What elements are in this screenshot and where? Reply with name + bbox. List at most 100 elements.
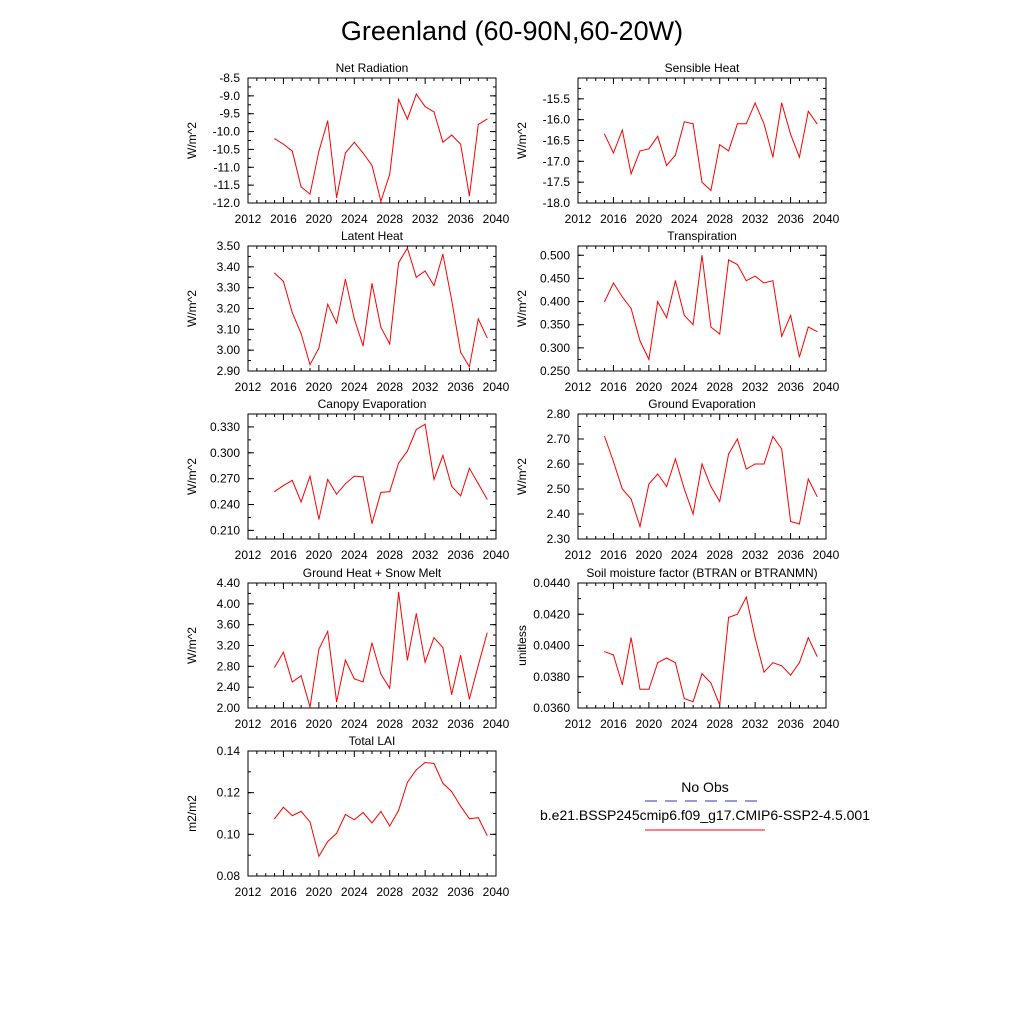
data-point <box>282 280 284 282</box>
x-tick-label: 2040 <box>813 212 840 226</box>
data-point <box>415 276 417 278</box>
data-point <box>745 596 747 598</box>
data-point <box>424 661 426 663</box>
x-tick-label: 2012 <box>565 380 592 394</box>
data-point <box>790 314 792 316</box>
y-axis-label: W/m^2 <box>515 458 529 495</box>
data-point <box>406 118 408 120</box>
data-point <box>604 133 606 135</box>
x-tick-label: 2016 <box>600 548 627 562</box>
data-point <box>781 335 783 337</box>
data-point <box>406 781 408 783</box>
data-point <box>406 247 408 249</box>
y-tick-label: 2.00 <box>217 701 241 715</box>
x-tick-label: 2036 <box>447 885 474 899</box>
data-point <box>674 280 676 282</box>
data-point <box>424 106 426 108</box>
data-point <box>371 283 373 284</box>
panel-0: Net Radiation W/m^2 2012 2016 2020 2024 2028 20… <box>185 61 510 226</box>
series-line <box>274 592 488 708</box>
data-point <box>327 120 329 122</box>
data-point <box>398 591 400 593</box>
x-tick-label: 2020 <box>306 212 333 226</box>
data-point <box>807 326 809 328</box>
series-line <box>274 246 488 369</box>
x-tick-label: 2036 <box>447 548 474 562</box>
panel-6: Ground Heat + Snow Melt W/m^2 2012 2016 2020… <box>185 566 510 731</box>
data-point <box>701 254 703 256</box>
plot-frame <box>577 413 827 540</box>
data-point <box>451 134 453 136</box>
y-tick-label: 0.0380 <box>533 670 570 684</box>
data-point <box>327 303 329 305</box>
plot-frame <box>577 582 827 709</box>
data-point <box>763 671 765 673</box>
y-tick-label: 0.250 <box>540 364 570 378</box>
data-point <box>701 673 703 675</box>
x-tick-label: 2036 <box>777 212 804 226</box>
data-point <box>389 173 391 175</box>
data-point <box>612 282 614 284</box>
data-point <box>630 498 632 500</box>
x-tick-label: 2036 <box>447 717 474 731</box>
x-tick-label: 2028 <box>376 548 403 562</box>
data-point <box>468 467 470 469</box>
data-point <box>318 518 320 520</box>
x-tick-label: 2032 <box>742 212 769 226</box>
x-tick-label: 2016 <box>270 885 297 899</box>
y-tick-label: 0.240 <box>210 498 240 512</box>
data-point <box>282 143 284 145</box>
series-line <box>274 93 488 204</box>
x-tick-label: 2024 <box>671 212 698 226</box>
data-point <box>380 491 382 493</box>
panel-title: Transpiration <box>667 229 737 243</box>
y-tick-label: 0.0420 <box>533 607 570 621</box>
x-tick-label: 2036 <box>777 717 804 731</box>
data-point <box>657 473 659 475</box>
data-point <box>460 805 462 807</box>
data-point <box>612 152 614 154</box>
series-line <box>604 255 818 362</box>
data-point <box>630 173 632 175</box>
panel-2: Latent Heat W/m^2 2012 2016 2020 2024 2028 2032… <box>185 229 510 394</box>
data-point <box>719 144 721 146</box>
x-tick-label: 2016 <box>270 380 297 394</box>
data-point <box>274 272 276 274</box>
data-point <box>701 181 703 183</box>
data-point <box>648 688 650 690</box>
legend: No Obs b.e21.BSSP245cmip6.f09_g17.CMIP6-… <box>540 779 870 831</box>
y-tick-label: -10.0 <box>213 125 241 139</box>
data-point <box>415 613 417 615</box>
data-point <box>763 282 765 284</box>
x-tick-label: 2036 <box>447 212 474 226</box>
x-tick-label: 2020 <box>636 212 663 226</box>
x-tick-label: 2012 <box>235 885 262 899</box>
y-tick-label: -11.0 <box>214 160 241 174</box>
data-point <box>736 264 738 265</box>
legend-label-model: b.e21.BSSP245cmip6.f09_g17.CMIP6-SSP2-4.… <box>540 807 870 823</box>
data-point <box>291 150 293 152</box>
y-tick-label: 3.10 <box>217 322 241 336</box>
data-point <box>674 154 676 156</box>
x-tick-label: 2016 <box>270 548 297 562</box>
data-point <box>300 810 302 812</box>
data-point <box>460 654 462 656</box>
y-tick-label: 3.40 <box>217 260 241 274</box>
data-point <box>460 143 462 145</box>
data-point <box>389 491 391 493</box>
x-tick-label: 2040 <box>483 885 510 899</box>
panel-5: Ground Evaporation W/m^2 2012 2016 2020 2024 2… <box>515 397 840 562</box>
data-point <box>433 637 435 639</box>
data-point <box>683 121 685 123</box>
data-point <box>460 495 462 497</box>
y-tick-label: 0.350 <box>540 318 570 332</box>
data-point <box>344 483 346 485</box>
x-tick-label: 2040 <box>813 548 840 562</box>
y-tick-label: 3.30 <box>217 281 241 295</box>
x-tick-label: 2024 <box>671 548 698 562</box>
data-point <box>666 486 668 487</box>
data-point <box>327 841 329 843</box>
data-point <box>442 782 444 784</box>
series-line <box>604 435 818 529</box>
data-point <box>362 476 364 478</box>
